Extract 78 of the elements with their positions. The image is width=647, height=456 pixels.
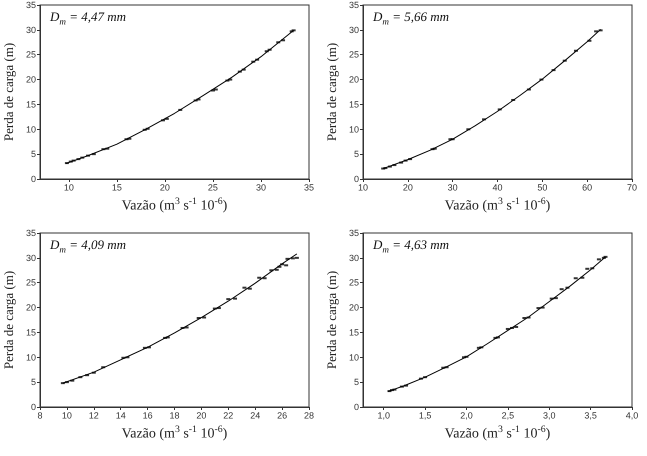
annotation: D$_{m}$ = 4,63 mm	[373, 237, 450, 255]
x-tick-label: 18	[169, 410, 180, 420]
y-tick-label: 5	[30, 149, 36, 160]
y-tick-label: 20	[348, 302, 359, 313]
x-axis-title: Vazão (m$^{3}$ s$^{-1}$ 10$^{-6}$)	[444, 424, 552, 443]
x-tick-label: 22	[223, 410, 234, 420]
x-tick-label: 70	[626, 182, 638, 192]
y-tick-label: 5	[30, 377, 36, 388]
y-tick-label: 0	[30, 174, 36, 184]
y-tick-label: 35	[26, 0, 36, 10]
y-tick-label: 10	[26, 352, 36, 362]
x-tick-label: 30	[256, 182, 266, 192]
y-tick-label: 0	[354, 174, 359, 184]
annotation: D$_{m}$ = 4,09 mm	[50, 237, 126, 255]
y-tick-label: 35	[348, 228, 359, 238]
x-tick-label: 60	[582, 182, 592, 192]
x-tick-label: 30	[448, 182, 458, 192]
y-tick-label: 30	[348, 252, 359, 263]
x-tick-label: 3,0	[542, 410, 556, 420]
y-tick-label: 5	[354, 149, 359, 160]
y-tick-label: 15	[26, 327, 36, 338]
x-tick-label: 35	[304, 182, 314, 192]
x-tick-label: 10	[62, 410, 72, 420]
y-tick-label: 10	[348, 352, 359, 362]
y-tick-label: 15	[26, 99, 36, 110]
y-axis-title: Perda de carga (m)	[324, 270, 340, 370]
x-axis-title: Vazão (m$^{3}$ s$^{-1}$ 10$^{-6}$)	[444, 196, 552, 215]
line-series	[382, 28, 602, 170]
x-tick-label: 15	[112, 182, 122, 192]
y-tick-label: 25	[348, 278, 359, 288]
x-tick-label: 25	[208, 182, 218, 192]
y-tick-label: 25	[348, 50, 359, 60]
x-tick-label: 20	[160, 182, 170, 192]
x-tick-label: 40	[492, 182, 503, 192]
x-tick-label: 16	[142, 410, 153, 420]
y-tick-label: 0	[30, 402, 36, 412]
y-axis-title: Perda de carga (m)	[324, 42, 340, 142]
y-tick-label: 35	[348, 0, 359, 10]
x-tick-label: 20	[196, 410, 206, 420]
x-tick-label: 14	[116, 410, 126, 420]
x-tick-label: 50	[537, 182, 548, 192]
x-tick-label: 26	[277, 410, 288, 420]
x-axis-title: Vazão (m$^{3}$ s$^{-1}$ 10$^{-6}$)	[120, 196, 228, 215]
x-tick-label: 28	[304, 410, 314, 420]
x-tick-label: 1,0	[377, 410, 390, 420]
y-tick-label: 30	[348, 24, 359, 35]
y-tick-label: 30	[26, 252, 36, 263]
y-tick-label: 20	[348, 74, 359, 85]
x-tick-label: 3,5	[584, 410, 597, 420]
x-tick-label: 8	[37, 410, 43, 420]
y-tick-label: 20	[26, 302, 36, 313]
y-tick-label: 25	[26, 278, 36, 288]
y-axis-title: Perda de carga (m)	[1, 42, 16, 142]
y-tick-label: 10	[348, 124, 359, 134]
x-tick-label: 4,0	[626, 410, 638, 420]
x-tick-label: 1,5	[418, 410, 432, 420]
y-tick-label: 0	[354, 402, 359, 412]
y-tick-label: 15	[348, 99, 359, 110]
line-series	[65, 30, 294, 164]
x-tick-label: 2,5	[502, 410, 514, 420]
y-tick-label: 10	[26, 124, 36, 134]
y-tick-label: 30	[26, 24, 36, 35]
y-tick-label: 5	[354, 377, 359, 388]
line-series	[387, 256, 606, 392]
annotation: D$_{m}$ = 4,47 mm	[50, 9, 126, 27]
x-axis-title: Vazão (m$^{3}$ s$^{-1}$ 10$^{-6}$)	[120, 424, 228, 443]
line-series	[62, 253, 298, 384]
x-tick-label: 24	[250, 410, 260, 420]
x-tick-label: 2,0	[460, 410, 473, 420]
y-tick-label: 15	[348, 327, 359, 338]
y-tick-label: 20	[26, 74, 36, 85]
y-tick-label: 35	[26, 228, 36, 238]
x-tick-label: 12	[88, 410, 99, 420]
y-tick-label: 25	[26, 50, 36, 60]
x-tick-label: 20	[402, 182, 413, 192]
x-tick-label: 10	[64, 182, 74, 192]
y-axis-title: Perda de carga (m)	[1, 270, 16, 370]
annotation: D$_{m}$ = 5,66 mm	[373, 9, 450, 27]
